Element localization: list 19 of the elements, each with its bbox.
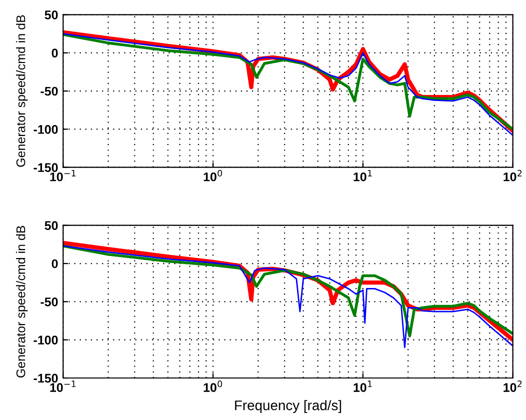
y-axis-title: Generator speed/cmd in dB — [16, 226, 28, 378]
y-tick-label: -150 — [34, 374, 58, 383]
x-tick-label: 10$^{0}$ — [204, 170, 222, 182]
y-tick-label: -150 — [34, 163, 58, 172]
x-tick-label: 10$^{2}$ — [504, 380, 522, 392]
y-tick-label: -50 — [40, 297, 58, 306]
x-axis-title: Frequency [rad/s] — [235, 400, 342, 414]
x-tick-label: 10$^{2}$ — [504, 170, 522, 182]
x-tick-label: 10$^{0}$ — [204, 380, 222, 392]
y-axis-title: Generator speed/cmd in dB — [16, 15, 28, 167]
x-tick-label: 10$^{1}$ — [354, 380, 372, 392]
y-tick-label: -100 — [34, 336, 58, 344]
y-tick-label: 0 — [52, 48, 58, 58]
y-tick-label: 50 — [44, 10, 58, 20]
y-tick-label: -50 — [40, 86, 58, 96]
y-tick-label: 50 — [44, 221, 58, 230]
x-tick-label: 10$^{1}$ — [354, 170, 372, 182]
y-tick-label: 0 — [52, 259, 58, 268]
y-tick-label: -100 — [34, 124, 58, 134]
